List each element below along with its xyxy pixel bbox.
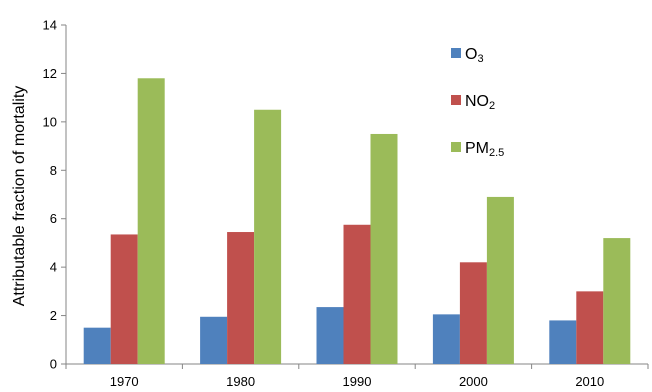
legend-label: O3	[465, 46, 484, 65]
legend-item-no2: NO2	[451, 93, 495, 112]
y-tick-label: 2	[50, 308, 57, 323]
legend-label-main: PM	[465, 140, 489, 157]
bar-o3-1980	[200, 316, 228, 364]
bar-pm25-1970	[137, 78, 165, 365]
bar-pm25-2010	[603, 238, 631, 364]
legend-label-subscript: 3	[477, 53, 483, 65]
legend-label-subscript: 2.5	[489, 147, 504, 159]
bar-no2-1970	[110, 234, 138, 364]
y-tick-label: 4	[50, 260, 57, 275]
legend-label-main: NO	[465, 93, 489, 110]
x-tick-label: 1970	[110, 374, 139, 389]
legend-label-subscript: 2	[489, 100, 495, 112]
legend: O3 NO2 PM2.5	[451, 46, 504, 159]
bar-no2-1990	[343, 224, 371, 364]
y-tick-label: 14	[43, 18, 57, 33]
legend-label: NO2	[465, 93, 495, 112]
bar-o3-2000	[432, 314, 460, 364]
legend-label-main: O	[465, 46, 477, 63]
bar-pm25-1980	[254, 109, 282, 364]
x-tick-label: 2010	[575, 374, 604, 389]
x-axis-ticks: 1970 1980 1990 2000 2010	[65, 364, 649, 389]
bar-no2-1980	[227, 232, 255, 364]
y-tick-label: 6	[50, 211, 57, 226]
legend-item-o3: O3	[451, 46, 484, 65]
legend-item-pm25: PM2.5	[451, 140, 504, 159]
y-axis-title: Attributable fraction of mortality	[11, 86, 28, 307]
x-tick-label: 1990	[343, 374, 372, 389]
x-tick-label: 2000	[459, 374, 488, 389]
bar-no2-2000	[459, 262, 487, 364]
legend-swatch	[451, 48, 461, 58]
y-tick-label: 0	[50, 357, 57, 372]
bar-pm25-2000	[486, 196, 514, 364]
bar-o3-1990	[316, 307, 344, 364]
bar-pm25-1990	[370, 133, 398, 364]
y-tick-label: 8	[50, 163, 57, 178]
y-tick-label: 10	[43, 114, 57, 129]
legend-swatch	[451, 142, 461, 152]
y-tick-label: 12	[43, 66, 57, 81]
y-axis-ticks: 0 2 4 6 8 10 12 14	[43, 18, 66, 372]
bar-no2-2010	[576, 291, 604, 364]
bar-o3-1970	[83, 327, 111, 364]
bars	[83, 78, 631, 365]
bar-o3-2010	[549, 320, 577, 364]
legend-label: PM2.5	[465, 140, 504, 159]
x-tick-label: 1980	[226, 374, 255, 389]
legend-swatch	[451, 95, 461, 105]
